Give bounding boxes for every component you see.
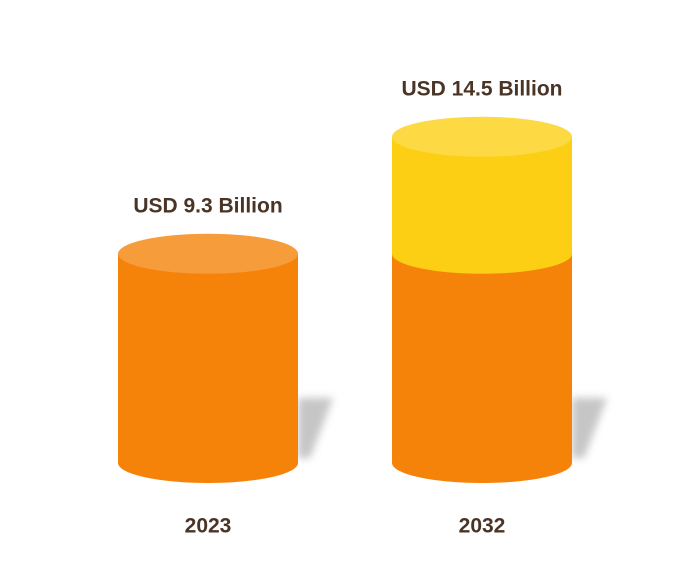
cylinder-segment [392, 136, 572, 274]
cylinder-top [392, 116, 572, 157]
cylinder-top [118, 233, 298, 274]
category-label: 2032 [459, 515, 506, 538]
shadow [298, 398, 333, 458]
value-label: USD 14.5 Billion [401, 77, 562, 100]
value-label: USD 9.3 Billion [133, 194, 282, 217]
cylinder-segment [118, 253, 298, 483]
category-label: 2023 [185, 515, 232, 538]
cylinder-segment [392, 253, 572, 483]
shadow [572, 398, 607, 458]
